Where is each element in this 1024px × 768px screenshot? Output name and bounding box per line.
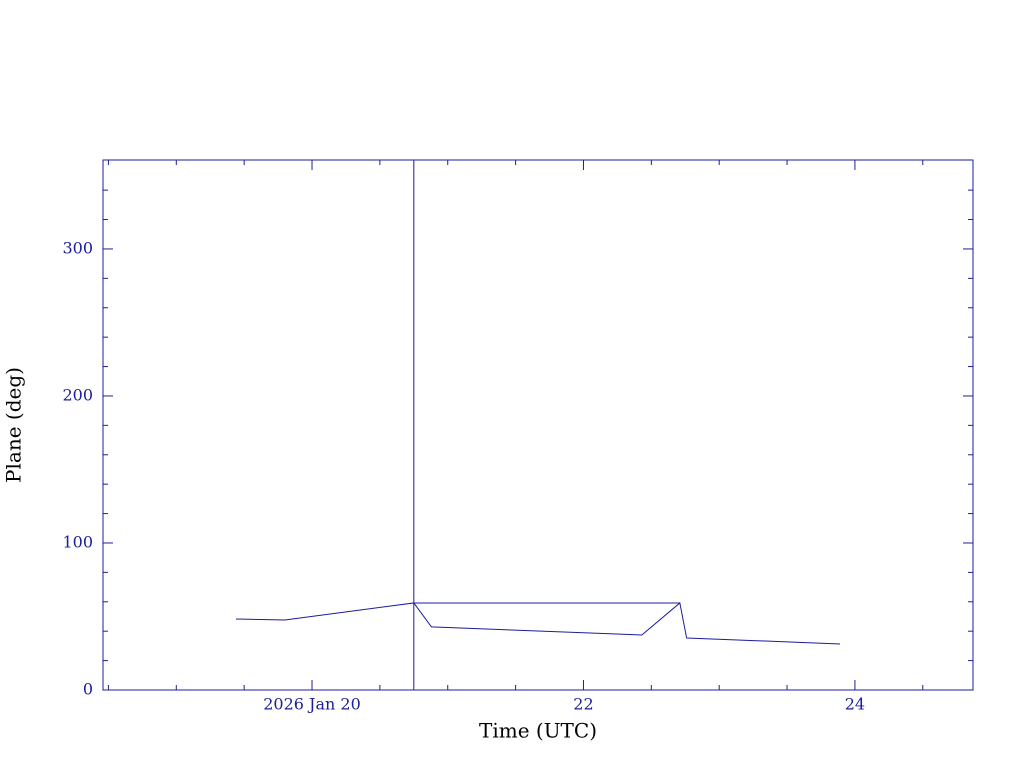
data-line xyxy=(236,602,841,645)
plot-frame xyxy=(102,159,974,691)
x-tick-label: 2026 Jan 20 xyxy=(263,695,361,714)
x-tick-label: 22 xyxy=(573,695,593,714)
y-tick-label: 200 xyxy=(62,385,93,404)
x-tick-label: 24 xyxy=(845,695,865,714)
y-tick-label: 0 xyxy=(83,680,93,699)
y-axis-label: Plane (deg) xyxy=(2,367,26,483)
y-tick-label: 100 xyxy=(62,532,93,551)
x-axis-label: Time (UTC) xyxy=(479,719,597,743)
y-tick-label: 300 xyxy=(62,238,93,257)
